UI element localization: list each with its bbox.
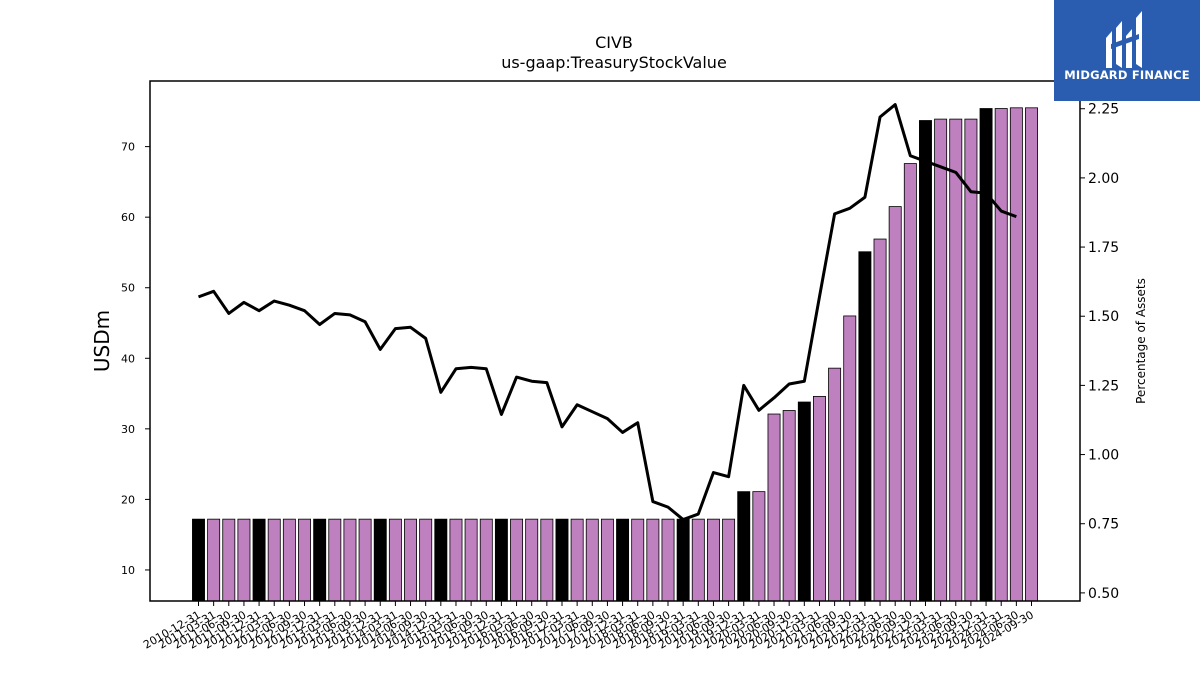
bar xyxy=(676,518,690,602)
right-tick-label: 2.25 xyxy=(1088,102,1119,118)
bar xyxy=(419,518,433,602)
bar xyxy=(207,518,221,602)
right-tick-label: 1.25 xyxy=(1088,378,1119,394)
bar xyxy=(903,163,917,602)
bar xyxy=(661,518,675,602)
bar xyxy=(706,518,720,602)
right-tick-label: 1.50 xyxy=(1088,309,1119,325)
bar xyxy=(843,315,857,602)
plot-frame xyxy=(149,80,1081,602)
left-tick-label: 60 xyxy=(121,211,135,224)
bar xyxy=(540,518,554,602)
left-tick-label: 70 xyxy=(121,141,135,154)
bar xyxy=(388,518,402,602)
bar xyxy=(358,518,372,602)
bar xyxy=(585,518,599,602)
bar xyxy=(555,518,569,602)
bar xyxy=(600,518,614,602)
bar xyxy=(237,518,251,602)
bar xyxy=(646,518,660,602)
bar xyxy=(1009,107,1023,602)
bar xyxy=(994,108,1008,602)
bar xyxy=(979,108,993,602)
bar xyxy=(343,518,357,602)
right-tick-label: 1.00 xyxy=(1088,448,1119,464)
bar xyxy=(570,518,584,602)
right-tick-label: 0.75 xyxy=(1088,517,1119,533)
bar xyxy=(192,518,205,602)
bar xyxy=(434,518,448,602)
logo-text: MIDGARD FINANCE xyxy=(1064,68,1190,82)
bar xyxy=(919,120,932,602)
left-tick-label: 10 xyxy=(121,564,135,577)
bar xyxy=(828,367,842,602)
bar xyxy=(813,395,826,602)
left-tick-label: 50 xyxy=(121,282,135,295)
bar xyxy=(267,518,281,602)
right-tick-label: 0.50 xyxy=(1088,586,1119,602)
bar xyxy=(282,518,296,602)
logo-mark-icon xyxy=(1106,11,1142,68)
chart-subtitle: us-gaap:TreasuryStockValue xyxy=(501,53,727,72)
bar xyxy=(1025,107,1038,602)
bar xyxy=(631,518,645,602)
bar xyxy=(782,410,796,602)
bar-series xyxy=(192,107,1038,602)
left-y-axis: 10 20 30 40 50 60 70 xyxy=(121,141,150,577)
bar xyxy=(313,518,327,602)
left-tick-label: 40 xyxy=(121,352,135,365)
right-y-axis: 0.50 0.75 1.00 1.25 1.50 1.75 2.00 2.25 xyxy=(1080,102,1119,602)
percentage-line xyxy=(197,103,1017,522)
bar xyxy=(404,518,418,602)
bar xyxy=(797,401,811,602)
right-tick-label: 1.75 xyxy=(1088,240,1119,256)
bar xyxy=(479,518,493,602)
bar xyxy=(494,518,508,602)
midgard-finance-logo: MIDGARD FINANCE xyxy=(1054,0,1200,101)
x-axis: 2010-12-312011-03-312011-06-302011-09-30… xyxy=(141,601,1036,652)
bar xyxy=(888,206,902,602)
bar xyxy=(222,518,236,602)
bar xyxy=(328,518,342,602)
bar xyxy=(767,413,781,602)
bar xyxy=(752,491,766,602)
bar xyxy=(373,518,387,602)
bar xyxy=(934,118,948,602)
left-tick-label: 20 xyxy=(121,493,135,506)
chart-title: CIVB xyxy=(595,33,633,52)
bar xyxy=(873,238,887,602)
bar xyxy=(449,518,463,602)
right-tick-label: 2.00 xyxy=(1088,171,1119,187)
bar xyxy=(464,518,478,602)
bar xyxy=(298,518,311,602)
bar xyxy=(737,491,751,602)
left-axis-label: USDm xyxy=(90,310,114,372)
bar xyxy=(510,518,524,602)
bar xyxy=(858,251,872,602)
right-axis-label: Percentage of Assets xyxy=(1134,278,1148,404)
bar xyxy=(722,518,736,602)
bar xyxy=(616,518,630,602)
bar xyxy=(949,118,963,602)
bar xyxy=(252,518,266,602)
left-tick-label: 30 xyxy=(121,423,135,436)
bar xyxy=(525,518,539,602)
bar xyxy=(691,518,705,602)
